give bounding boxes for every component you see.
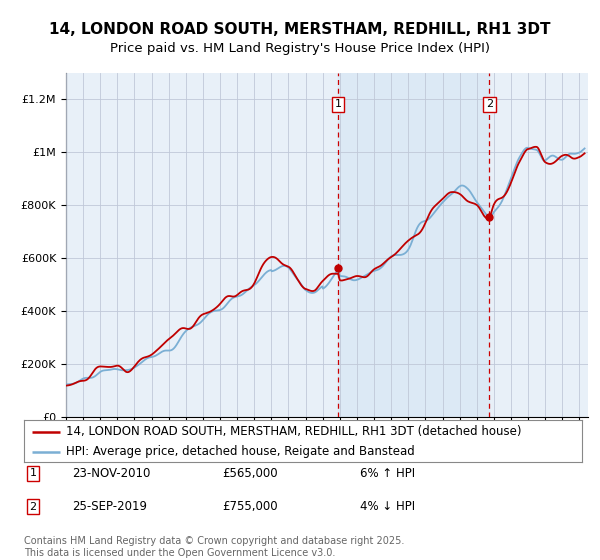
Text: 2: 2 bbox=[485, 99, 493, 109]
Text: 4% ↓ HPI: 4% ↓ HPI bbox=[360, 500, 415, 514]
Text: 1: 1 bbox=[29, 468, 37, 478]
Text: 14, LONDON ROAD SOUTH, MERSTHAM, REDHILL, RH1 3DT: 14, LONDON ROAD SOUTH, MERSTHAM, REDHILL… bbox=[49, 22, 551, 38]
Text: 25-SEP-2019: 25-SEP-2019 bbox=[72, 500, 147, 514]
Text: 14, LONDON ROAD SOUTH, MERSTHAM, REDHILL, RH1 3DT (detached house): 14, LONDON ROAD SOUTH, MERSTHAM, REDHILL… bbox=[66, 425, 521, 438]
Text: HPI: Average price, detached house, Reigate and Banstead: HPI: Average price, detached house, Reig… bbox=[66, 445, 415, 458]
Text: 23-NOV-2010: 23-NOV-2010 bbox=[72, 466, 151, 480]
Text: £565,000: £565,000 bbox=[222, 466, 278, 480]
Text: 2: 2 bbox=[29, 502, 37, 512]
Text: 1: 1 bbox=[335, 99, 341, 109]
Bar bbox=[338, 73, 489, 417]
Text: Contains HM Land Registry data © Crown copyright and database right 2025.
This d: Contains HM Land Registry data © Crown c… bbox=[24, 536, 404, 558]
Text: £755,000: £755,000 bbox=[222, 500, 278, 514]
Text: 6% ↑ HPI: 6% ↑ HPI bbox=[360, 466, 415, 480]
Text: Price paid vs. HM Land Registry's House Price Index (HPI): Price paid vs. HM Land Registry's House … bbox=[110, 42, 490, 55]
